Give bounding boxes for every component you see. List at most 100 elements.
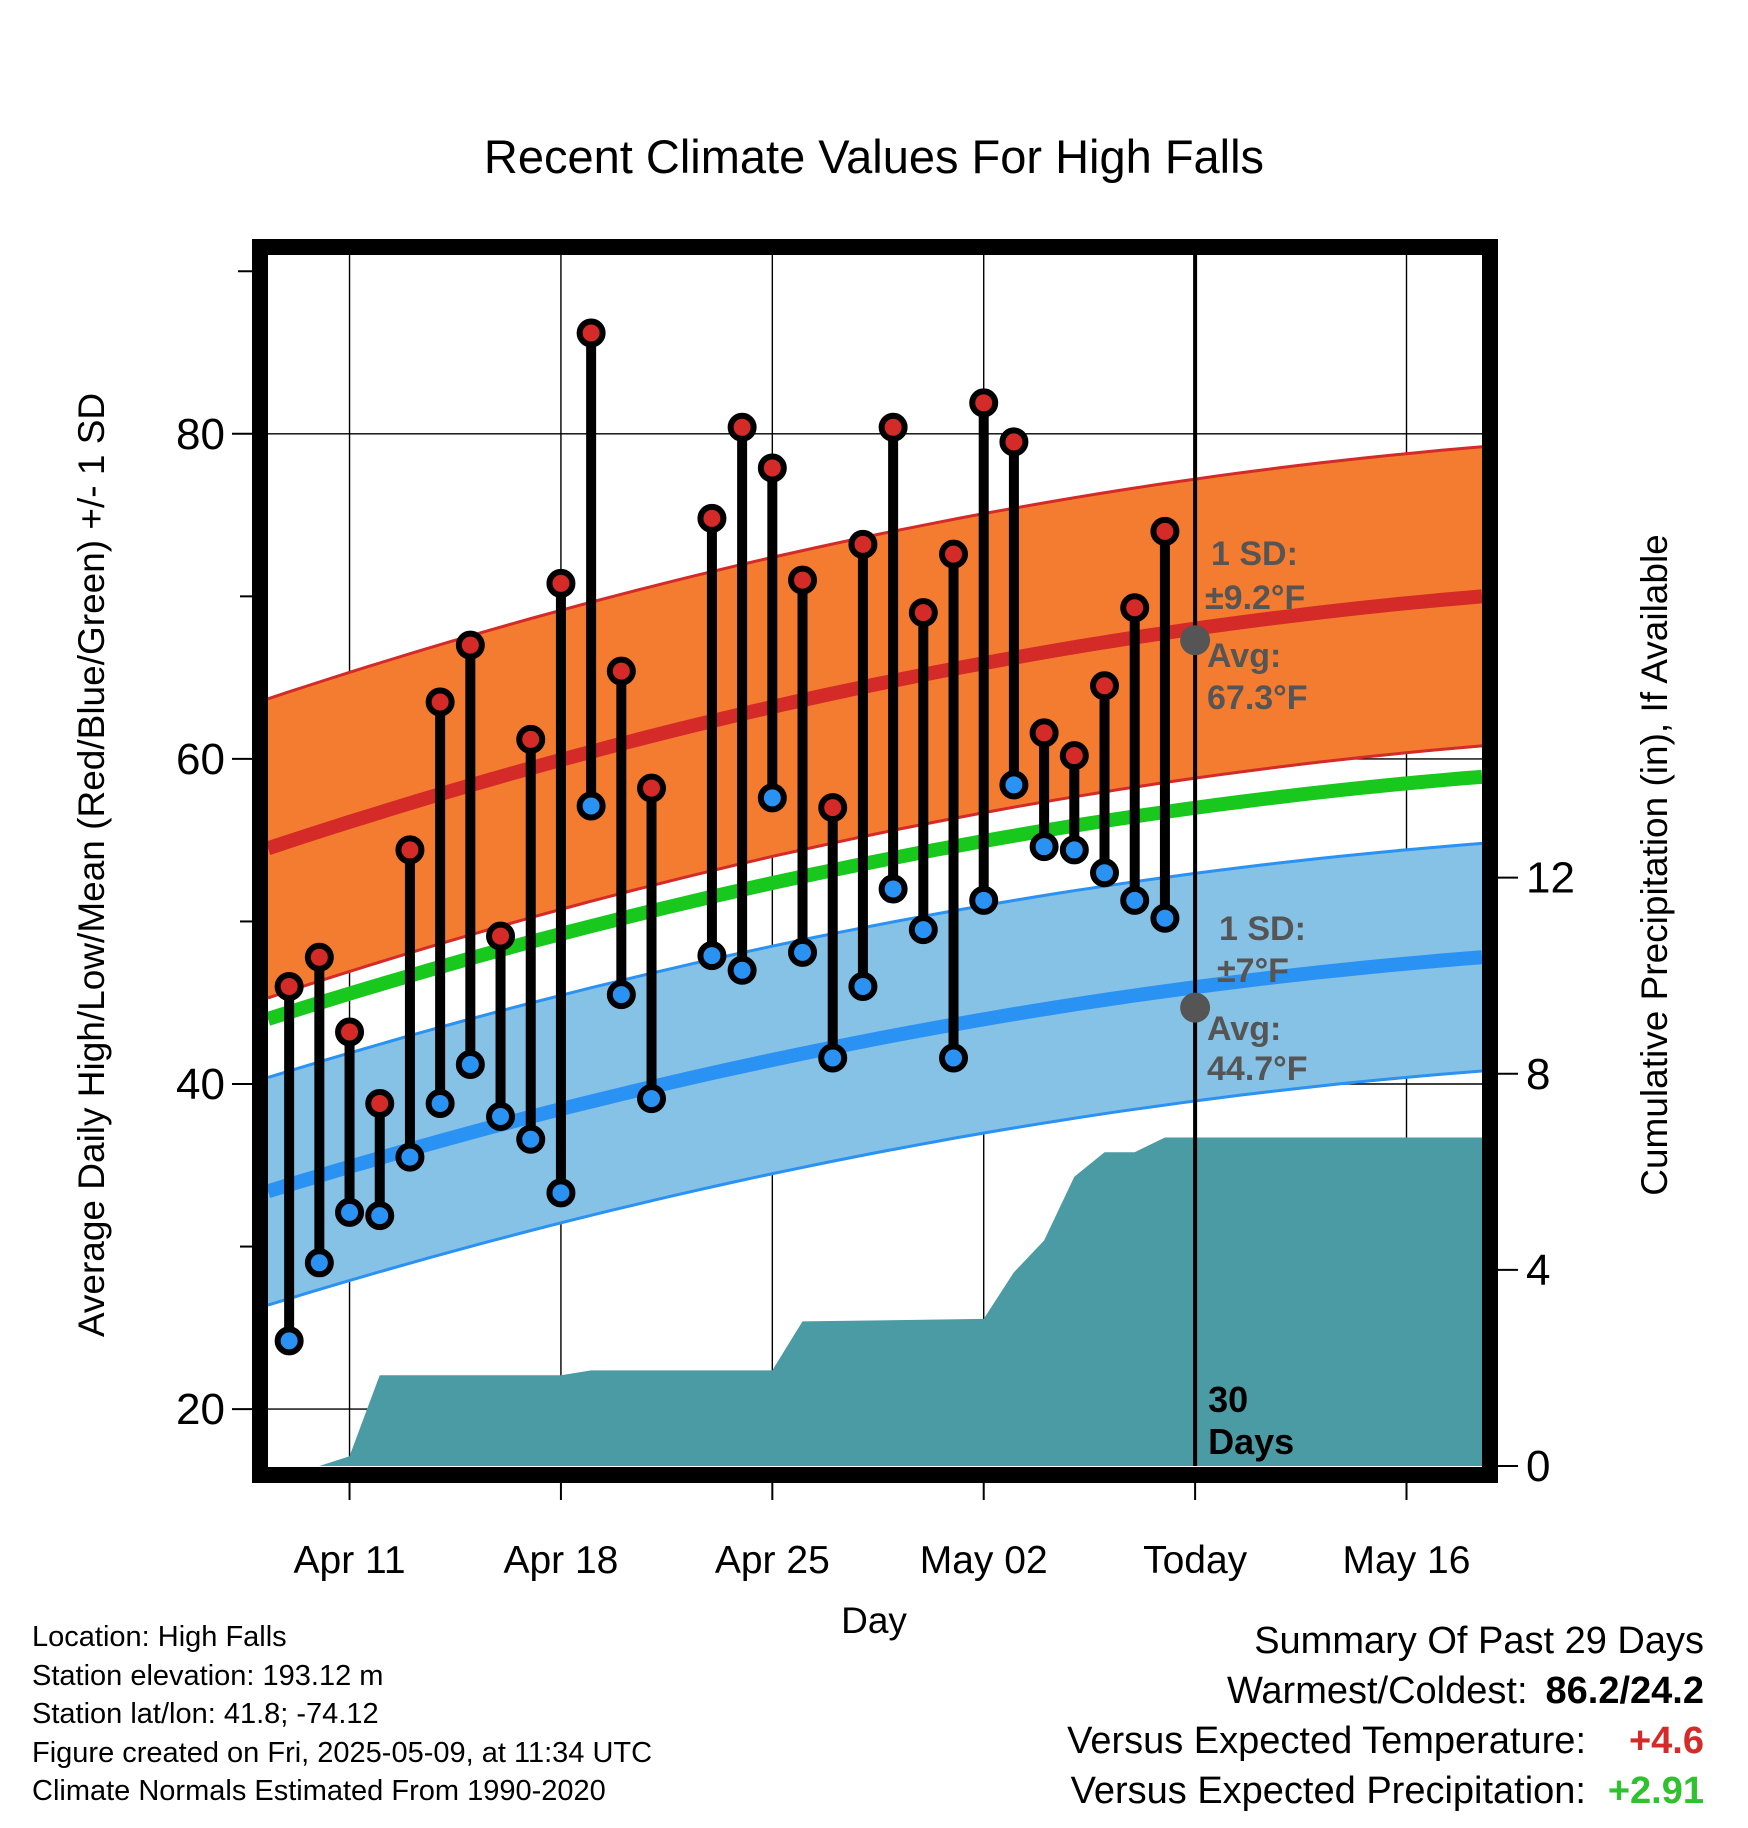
daily-bar xyxy=(939,539,969,1073)
daily-high-point xyxy=(848,529,878,559)
daily-low-point xyxy=(637,1084,667,1114)
daily-low-point xyxy=(697,941,727,971)
daily-bar xyxy=(546,568,576,1208)
daily-high-point xyxy=(365,1089,395,1119)
daily-bar xyxy=(637,773,667,1114)
y-tick-label: 80 xyxy=(176,410,225,459)
daily-low-point xyxy=(969,885,999,915)
daily-bar xyxy=(999,427,1029,800)
daily-low-point xyxy=(365,1201,395,1231)
summary-title: Summary Of Past 29 Days xyxy=(1254,1620,1704,1662)
daily-high-point xyxy=(788,565,818,595)
x-axis: Apr 11 Apr 18 Apr 25 May 02 Today May 16 xyxy=(294,1483,1471,1582)
x-tick-label: May 02 xyxy=(920,1539,1048,1582)
latlon-text: Station lat/lon: 41.8; -74.12 xyxy=(32,1698,379,1730)
y-tick-label: 40 xyxy=(176,1060,225,1109)
daily-low-point xyxy=(757,783,787,813)
high-avg-label: Avg: xyxy=(1207,637,1281,675)
x-tick-label: Apr 18 xyxy=(503,1539,618,1582)
high-sd-value: ±9.2°F xyxy=(1205,579,1305,617)
x-tick-label: May 16 xyxy=(1343,1539,1471,1582)
elevation-text: Station elevation: 193.12 m xyxy=(32,1659,384,1692)
daily-low-point xyxy=(425,1089,455,1119)
daily-bar xyxy=(606,656,636,1010)
high-sd-label: 1 SD: xyxy=(1211,535,1298,573)
x-tick-label: Today xyxy=(1143,1539,1248,1582)
low-sd-label: 1 SD: xyxy=(1219,910,1306,948)
daily-bar xyxy=(1059,741,1089,865)
daily-bar xyxy=(727,412,757,985)
daily-high-point xyxy=(1150,516,1180,546)
precip-value: +2.91 xyxy=(1607,1770,1704,1812)
daily-bar xyxy=(335,1017,365,1227)
daily-high-point xyxy=(546,568,576,598)
daily-high-point xyxy=(1090,671,1120,701)
daily-bar xyxy=(697,503,727,971)
normals-text: Climate Normals Estimated From 1990-2020 xyxy=(32,1775,606,1807)
daily-bar xyxy=(878,412,908,904)
daily-low-point xyxy=(878,874,908,904)
daily-high-point xyxy=(637,773,667,803)
precip-row: Versus Expected Precipitation: +2.91 xyxy=(1067,1766,1704,1816)
days-label-line: 30 xyxy=(1208,1379,1248,1420)
low-avg-value: 44.7°F xyxy=(1207,1050,1308,1088)
daily-high-point xyxy=(576,318,606,348)
low-sd-value: ±7°F xyxy=(1217,952,1289,990)
y2-axis-label: Cumulative Precipitation (in), If Availa… xyxy=(1634,534,1675,1196)
daily-high-point xyxy=(969,388,999,418)
y2-tick-label: 8 xyxy=(1526,1050,1550,1099)
daily-low-point xyxy=(1120,885,1150,915)
y-axis-label: Average Daily High/Low/Mean (Red/Blue/Gr… xyxy=(71,393,112,1337)
daily-high-point xyxy=(1029,718,1059,748)
daily-high-point xyxy=(304,942,334,972)
days-label: 30 Days xyxy=(1208,1379,1294,1462)
y2-tick-label: 12 xyxy=(1526,854,1575,903)
x-tick-label: Apr 11 xyxy=(294,1539,406,1582)
warm-cold-row: Warmest/Coldest: 86.2/24.2 xyxy=(1067,1666,1704,1716)
daily-low-point xyxy=(576,791,606,821)
location-text: Location: High Falls xyxy=(32,1621,287,1653)
high-avg-value: 67.3°F xyxy=(1207,679,1308,717)
daily-high-point xyxy=(818,793,848,823)
temp-row: Versus Expected Temperature: +4.6 xyxy=(1067,1716,1704,1766)
daily-low-point xyxy=(606,980,636,1010)
daily-bar xyxy=(1150,516,1180,933)
daily-bar xyxy=(516,724,546,1154)
daily-bar xyxy=(425,687,455,1119)
daily-bar xyxy=(365,1089,395,1231)
daily-high-point xyxy=(908,598,938,628)
temp-value: +4.6 xyxy=(1628,1720,1704,1762)
y2-tick-label: 0 xyxy=(1526,1442,1550,1491)
daily-bar xyxy=(576,318,606,821)
daily-low-point xyxy=(1090,858,1120,888)
y-axis-left: 20 40 60 80 xyxy=(176,270,252,1434)
daily-high-point xyxy=(425,687,455,717)
low-avg-label: Avg: xyxy=(1207,1010,1281,1048)
daily-low-point xyxy=(727,955,757,985)
today-markers xyxy=(1180,625,1211,1023)
daily-low-point xyxy=(486,1102,516,1132)
daily-low-point xyxy=(516,1124,546,1154)
x-axis-label: Day xyxy=(841,1600,907,1641)
days-label-line: Days xyxy=(1208,1421,1294,1462)
today-low-marker xyxy=(1180,992,1211,1023)
daily-bar xyxy=(757,453,787,813)
daily-low-point xyxy=(788,937,818,967)
daily-high-point xyxy=(878,412,908,442)
daily-bar xyxy=(969,388,999,915)
warm-cold-value: 86.2/24.2 xyxy=(1545,1670,1704,1712)
precip-label: Versus Expected Precipitation: xyxy=(1070,1770,1586,1812)
daily-high-point xyxy=(606,656,636,686)
low-band-lower-edge xyxy=(268,1069,1482,1307)
annotations: 1 SD: ±9.2°F Avg: 67.3°F 1 SD: ±7°F Avg:… xyxy=(1205,535,1308,1088)
daily-high-point xyxy=(335,1017,365,1047)
daily-low-point xyxy=(848,971,878,1001)
daily-bar xyxy=(1090,671,1120,888)
daily-bar xyxy=(274,971,304,1356)
daily-high-point xyxy=(757,453,787,483)
today-high-marker xyxy=(1180,625,1211,656)
daily-low-point xyxy=(274,1326,304,1356)
daily-low-point xyxy=(1150,903,1180,933)
daily-bar xyxy=(304,942,334,1278)
daily-low-point xyxy=(1059,835,1089,865)
